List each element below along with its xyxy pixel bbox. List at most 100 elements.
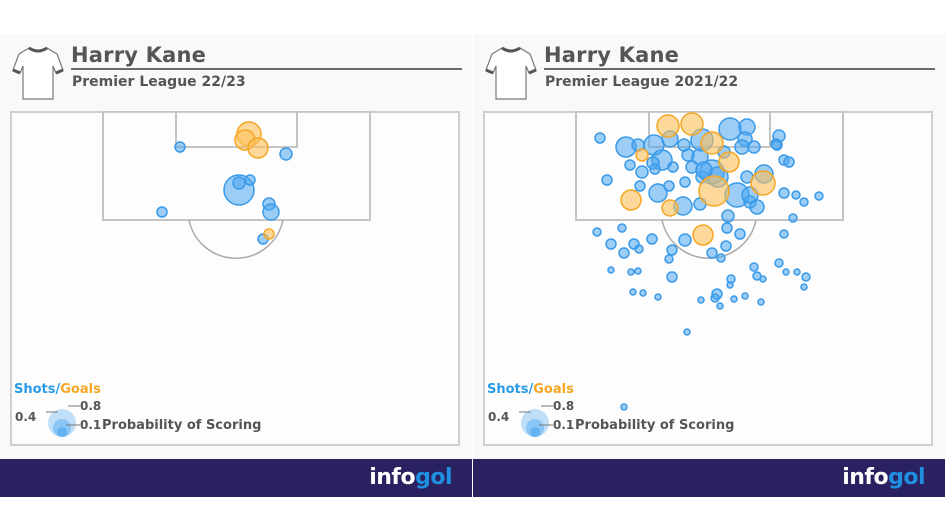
legend-size-01: 0.1 bbox=[80, 418, 102, 432]
shot-marker bbox=[759, 275, 767, 283]
brand-banner: infogol bbox=[473, 459, 945, 497]
shot-marker bbox=[594, 132, 606, 144]
shot-marker bbox=[710, 293, 720, 303]
shot-marker bbox=[801, 272, 811, 282]
shot-marker bbox=[778, 187, 790, 199]
pitch: Shots/Goals 0.4 0.8 0.1 Probability of S… bbox=[10, 111, 460, 446]
shot-marker bbox=[666, 271, 678, 283]
shirt-icon bbox=[485, 46, 537, 100]
shot-marker bbox=[788, 213, 798, 223]
shot-marker bbox=[666, 244, 678, 256]
shot-marker bbox=[799, 197, 809, 207]
legend-probability-label: Probability of Scoring bbox=[102, 418, 262, 433]
shot-marker bbox=[793, 268, 801, 276]
shot-marker bbox=[634, 244, 644, 254]
legend-size-01: 0.1 bbox=[553, 418, 575, 432]
shot-marker bbox=[618, 247, 630, 259]
shot-marker bbox=[716, 253, 726, 263]
shot-marker bbox=[791, 190, 801, 200]
header-divider bbox=[544, 68, 935, 70]
shot-marker bbox=[783, 156, 795, 168]
goal-marker bbox=[698, 175, 730, 207]
shot-marker bbox=[721, 209, 735, 223]
shot-marker bbox=[730, 295, 738, 303]
shot-marker bbox=[617, 223, 627, 233]
goal-marker bbox=[620, 189, 642, 211]
goal-marker bbox=[263, 228, 275, 240]
pitch-markings bbox=[102, 111, 371, 259]
shot-marker bbox=[634, 267, 642, 275]
shot-marker bbox=[720, 240, 732, 252]
shot-marker bbox=[663, 180, 675, 192]
shot-marker bbox=[174, 141, 186, 153]
header-divider bbox=[71, 68, 462, 70]
shot-marker bbox=[774, 258, 784, 268]
shot-marker bbox=[697, 296, 705, 304]
legend-probability-label: Probability of Scoring bbox=[575, 418, 735, 433]
shot-marker bbox=[629, 288, 637, 296]
shot-marker bbox=[635, 165, 649, 179]
shot-marker bbox=[605, 238, 617, 250]
shot-marker bbox=[749, 262, 759, 272]
goal-marker bbox=[247, 137, 269, 159]
player-name: Harry Kane bbox=[544, 43, 680, 67]
legend-size-04: 0.4 bbox=[15, 410, 37, 424]
shot-marker bbox=[800, 283, 808, 291]
goal-marker bbox=[661, 199, 679, 217]
shot-marker bbox=[771, 139, 783, 151]
shot-marker bbox=[741, 292, 749, 300]
shot-marker bbox=[620, 403, 628, 411]
goal-marker bbox=[692, 224, 714, 246]
shot-marker bbox=[679, 176, 691, 188]
shot-marker bbox=[639, 289, 647, 297]
shot-marker bbox=[706, 247, 718, 259]
shot-marker bbox=[721, 222, 733, 234]
shirt-icon bbox=[12, 46, 64, 100]
shot-marker bbox=[716, 302, 724, 310]
shot-marker bbox=[757, 298, 765, 306]
legend-title: Shots/Goals bbox=[14, 382, 101, 397]
pitch: Shots/Goals 0.4 0.8 0.1 Probability of S… bbox=[483, 111, 933, 446]
shot-marker bbox=[734, 228, 746, 240]
shot-marker bbox=[814, 191, 824, 201]
shot-marker bbox=[695, 161, 713, 179]
size-legend-icon bbox=[46, 405, 80, 437]
infogol-logo: infogol bbox=[842, 465, 925, 490]
legend-size-04: 0.4 bbox=[488, 410, 510, 424]
legend: Shots/Goals 0.4 0.8 0.1 Probability of S… bbox=[14, 382, 314, 442]
shot-marker bbox=[627, 268, 635, 276]
shot-map-panel-2223: Harry Kane Premier League 22/23 Shots/Go… bbox=[0, 34, 472, 459]
shot-marker bbox=[782, 268, 790, 276]
shot-marker bbox=[592, 227, 602, 237]
shot-marker bbox=[156, 206, 168, 218]
shot-marker bbox=[664, 254, 674, 264]
shot-marker bbox=[607, 266, 615, 274]
shot-map-panel-2122: Harry Kane Premier League 2021/22 Shots/… bbox=[473, 34, 945, 459]
legend: Shots/Goals 0.4 0.8 0.1 Probability of S… bbox=[487, 382, 787, 442]
shot-marker bbox=[677, 138, 691, 152]
shot-plot bbox=[102, 111, 371, 259]
season-label: Premier League 2021/22 bbox=[545, 74, 739, 90]
shot-marker bbox=[667, 161, 679, 173]
shot-marker bbox=[683, 328, 691, 336]
shot-marker bbox=[649, 163, 661, 175]
goal-marker bbox=[656, 114, 680, 138]
shot-marker bbox=[232, 176, 246, 190]
shot-marker bbox=[734, 139, 750, 155]
shot-marker bbox=[262, 203, 280, 221]
size-legend-icon bbox=[519, 405, 553, 437]
brand-banner: infogol bbox=[0, 459, 472, 497]
shot-marker bbox=[646, 233, 658, 245]
goal-marker bbox=[635, 148, 649, 162]
season-label: Premier League 22/23 bbox=[72, 74, 246, 90]
shot-marker bbox=[244, 174, 256, 186]
goal-marker bbox=[700, 131, 724, 155]
player-name: Harry Kane bbox=[71, 43, 207, 67]
infogol-logo: infogol bbox=[369, 465, 452, 490]
goal-marker bbox=[718, 151, 740, 173]
legend-title: Shots/Goals bbox=[487, 382, 574, 397]
shot-marker bbox=[779, 229, 789, 239]
shot-marker bbox=[601, 174, 613, 186]
shot-marker bbox=[747, 140, 761, 154]
shot-marker bbox=[624, 159, 636, 171]
